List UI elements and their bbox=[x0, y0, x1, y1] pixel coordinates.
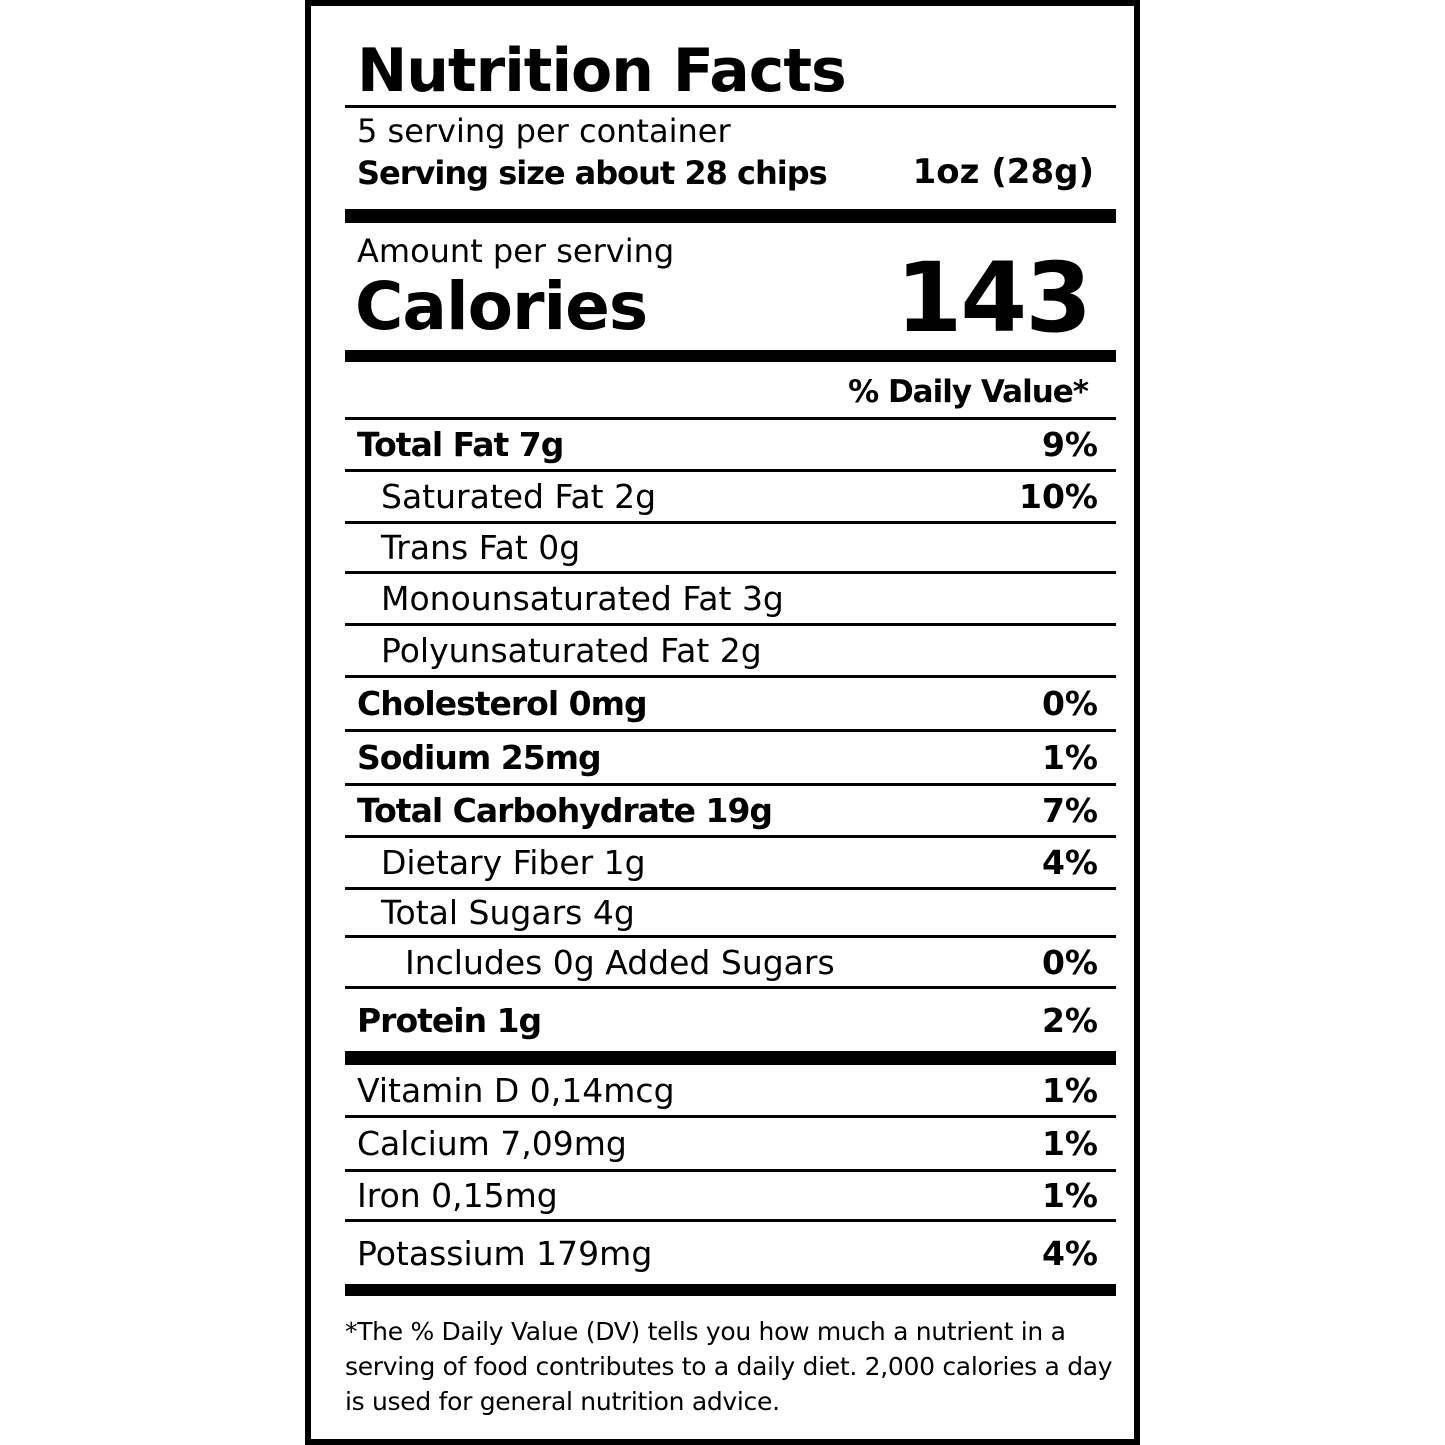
nutrient-name: Total Sugars 4g bbox=[381, 893, 635, 932]
daily-value: 1% bbox=[1041, 1176, 1098, 1215]
daily-value: 10% bbox=[1019, 477, 1098, 516]
thick-rule bbox=[345, 1051, 1116, 1065]
serving-size: Serving size about 28 chips bbox=[357, 154, 828, 192]
nutrient-row: Sodium 25mg 1% bbox=[345, 732, 1116, 783]
nutrient-row: Cholesterol 0mg 0% bbox=[345, 678, 1116, 729]
thick-rule bbox=[345, 209, 1116, 223]
daily-value: 0% bbox=[1041, 684, 1098, 723]
rule bbox=[345, 105, 1116, 108]
nutrient-name: Polyunsaturated Fat 2g bbox=[381, 631, 762, 670]
nutrient-name: Vitamin D 0,14mcg bbox=[357, 1070, 675, 1110]
rule bbox=[345, 417, 1116, 420]
nutrient-row: Dietary Fiber 1g 4% bbox=[345, 838, 1116, 887]
rule bbox=[345, 783, 1116, 786]
nutrient-name: Saturated Fat 2g bbox=[381, 477, 657, 516]
thick-rule bbox=[345, 1284, 1116, 1296]
nutrient-name: Potassium 179mg bbox=[357, 1233, 653, 1273]
dv-header: % Daily Value* bbox=[848, 374, 1089, 410]
daily-value: 0% bbox=[1041, 942, 1098, 982]
nutrient-row: Total Sugars 4g bbox=[345, 890, 1116, 935]
rule bbox=[345, 887, 1116, 890]
nutrient-name: Trans Fat 0g bbox=[381, 528, 581, 567]
thick-rule bbox=[345, 350, 1116, 362]
nutrient-row: Total Carbohydrate 19g 7% bbox=[345, 786, 1116, 835]
rule bbox=[345, 521, 1116, 524]
daily-value: 1% bbox=[1041, 1124, 1098, 1163]
calories-label: Calories bbox=[355, 268, 648, 345]
nutrient-row: Protein 1g 2% bbox=[345, 989, 1116, 1051]
nutrition-label: Nutrition Facts 5 serving per container … bbox=[305, 0, 1140, 1445]
nutrient-name: Cholesterol 0mg bbox=[357, 684, 648, 723]
daily-value: 4% bbox=[1041, 1233, 1098, 1273]
servings: 5 serving per container bbox=[357, 112, 731, 150]
daily-value: 4% bbox=[1041, 843, 1098, 882]
nutrient-row: Potassium 179mg 4% bbox=[345, 1222, 1116, 1284]
nutrient-row: Monounsaturated Fat 3g bbox=[345, 574, 1116, 623]
nutrient-name: Calcium 7,09mg bbox=[357, 1124, 627, 1163]
calories-value: 143 bbox=[895, 242, 1092, 354]
serving-amount: 1oz (28g) bbox=[912, 152, 1094, 192]
daily-value: 1% bbox=[1041, 738, 1098, 777]
footnote: *The % Daily Value (DV) tells you how mu… bbox=[345, 1317, 1113, 1416]
nutrient-row: Calcium 7,09mg 1% bbox=[345, 1118, 1116, 1169]
rule bbox=[345, 469, 1116, 472]
nutrient-name: Includes 0g Added Sugars bbox=[405, 942, 835, 982]
rule bbox=[345, 1219, 1116, 1222]
nutrient-name: Total Fat 7g bbox=[357, 425, 564, 464]
nutrient-row: Polyunsaturated Fat 2g bbox=[345, 626, 1116, 675]
nutrient-row: Iron 0,15mg 1% bbox=[345, 1172, 1116, 1219]
calories-caption: Amount per serving bbox=[357, 232, 675, 270]
nutrient-row: Includes 0g Added Sugars 0% bbox=[345, 938, 1116, 986]
daily-value: 1% bbox=[1041, 1070, 1098, 1110]
rule bbox=[345, 1115, 1116, 1118]
rule bbox=[345, 571, 1116, 574]
rule bbox=[345, 729, 1116, 732]
nutrient-row: Saturated Fat 2g 10% bbox=[345, 472, 1116, 521]
rule bbox=[345, 623, 1116, 626]
rule bbox=[345, 675, 1116, 678]
nutrient-row: Trans Fat 0g bbox=[345, 524, 1116, 571]
rule bbox=[345, 1169, 1116, 1172]
nutrient-row: Vitamin D 0,14mcg 1% bbox=[345, 1065, 1116, 1115]
nutrient-name: Monounsaturated Fat 3g bbox=[381, 579, 784, 618]
title: Nutrition Facts bbox=[357, 36, 847, 106]
nutrient-name: Sodium 25mg bbox=[357, 738, 602, 777]
nutrient-name: Dietary Fiber 1g bbox=[381, 843, 646, 882]
nutrient-name: Total Carbohydrate 19g bbox=[357, 791, 773, 830]
rule bbox=[345, 935, 1116, 938]
daily-value: 9% bbox=[1041, 425, 1098, 464]
daily-value: 7% bbox=[1041, 791, 1098, 830]
nutrient-row: Total Fat 7g 9% bbox=[345, 420, 1116, 469]
daily-value: 2% bbox=[1041, 1000, 1098, 1040]
nutrient-name: Iron 0,15mg bbox=[357, 1176, 558, 1215]
nutrient-name: Protein 1g bbox=[357, 1000, 542, 1040]
rule bbox=[345, 986, 1116, 989]
rule bbox=[345, 835, 1116, 838]
